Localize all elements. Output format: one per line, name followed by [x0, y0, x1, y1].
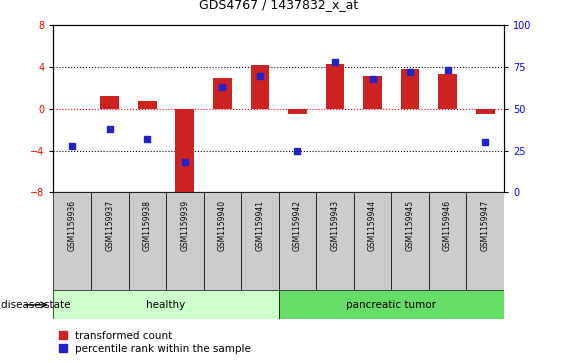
Point [256, 73, 265, 78]
Text: GSM1159943: GSM1159943 [330, 200, 339, 251]
Point [105, 126, 114, 132]
Text: GSM1159942: GSM1159942 [293, 200, 302, 251]
Text: GSM1159940: GSM1159940 [218, 200, 227, 251]
Text: GDS4767 / 1437832_x_at: GDS4767 / 1437832_x_at [199, 0, 358, 11]
FancyBboxPatch shape [354, 192, 391, 290]
Bar [176, 109, 194, 197]
Text: disease state: disease state [1, 300, 70, 310]
FancyBboxPatch shape [429, 192, 466, 290]
Text: pancreatic tumor: pancreatic tumor [346, 300, 436, 310]
Bar [251, 65, 269, 109]
Bar [288, 109, 307, 114]
Text: GSM1159944: GSM1159944 [368, 200, 377, 251]
Bar [476, 109, 494, 114]
Bar [363, 76, 382, 109]
Text: GSM1159946: GSM1159946 [443, 200, 452, 251]
Point [143, 136, 152, 142]
Text: GSM1159945: GSM1159945 [405, 200, 414, 251]
Legend: transformed count, percentile rank within the sample: transformed count, percentile rank withi… [59, 331, 251, 354]
Bar [401, 69, 419, 109]
Text: GSM1159941: GSM1159941 [256, 200, 265, 251]
Bar [438, 74, 457, 109]
FancyBboxPatch shape [279, 192, 316, 290]
FancyBboxPatch shape [166, 192, 204, 290]
FancyBboxPatch shape [91, 192, 128, 290]
Point [368, 76, 377, 82]
Point [68, 143, 77, 148]
FancyBboxPatch shape [279, 290, 504, 319]
Bar [213, 78, 232, 109]
Point [481, 139, 490, 145]
Text: healthy: healthy [146, 300, 186, 310]
FancyBboxPatch shape [466, 192, 504, 290]
FancyBboxPatch shape [391, 192, 429, 290]
Point [443, 68, 452, 73]
FancyBboxPatch shape [53, 192, 91, 290]
Bar [138, 101, 157, 109]
FancyBboxPatch shape [128, 192, 166, 290]
FancyBboxPatch shape [204, 192, 241, 290]
FancyBboxPatch shape [53, 290, 279, 319]
Point [218, 84, 227, 90]
Point [330, 59, 339, 65]
Text: GSM1159939: GSM1159939 [180, 200, 189, 251]
FancyBboxPatch shape [241, 192, 279, 290]
Text: GSM1159947: GSM1159947 [481, 200, 490, 251]
Bar [100, 96, 119, 109]
Point [293, 148, 302, 154]
Text: GSM1159938: GSM1159938 [143, 200, 152, 251]
Text: GSM1159937: GSM1159937 [105, 200, 114, 251]
Bar [325, 64, 345, 109]
FancyBboxPatch shape [316, 192, 354, 290]
Point [180, 159, 189, 165]
Text: GSM1159936: GSM1159936 [68, 200, 77, 251]
Point [405, 69, 414, 75]
